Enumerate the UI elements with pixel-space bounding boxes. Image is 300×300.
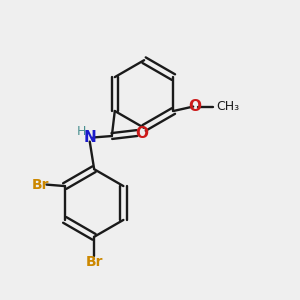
Text: O: O <box>136 126 149 141</box>
Text: O: O <box>188 99 201 114</box>
Text: N: N <box>83 130 96 145</box>
Text: Br: Br <box>32 178 49 192</box>
Text: H: H <box>77 124 86 137</box>
Text: Br: Br <box>85 255 103 269</box>
Text: CH₃: CH₃ <box>216 100 239 113</box>
